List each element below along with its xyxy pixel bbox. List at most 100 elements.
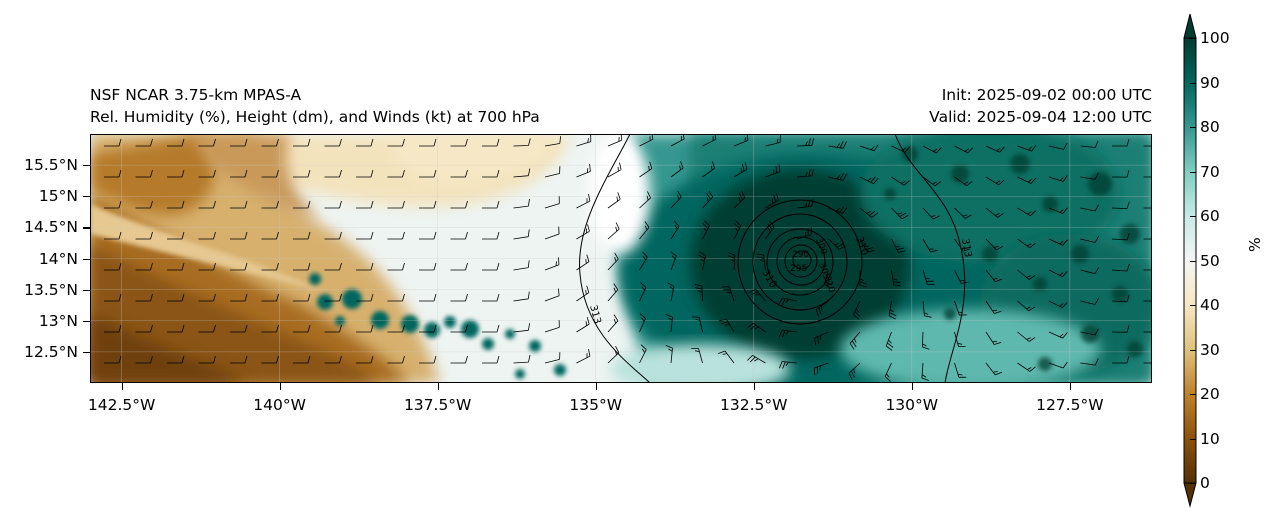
wind-barb (198, 262, 216, 271)
wind-barb (639, 191, 651, 209)
wind-barb (1017, 144, 1037, 152)
lat-tick-label: 14.5°N (24, 218, 78, 237)
wind-barb (261, 355, 279, 364)
wind-barb (1080, 328, 1099, 336)
contour-label: 313 (959, 238, 973, 259)
colorbar-bottom-extend (1183, 482, 1197, 508)
wind-barb (135, 355, 153, 364)
wind-barb (544, 352, 561, 364)
wind-barb (419, 169, 437, 178)
colorbar-tick-label: 40 (1200, 296, 1220, 314)
wind-barb (607, 162, 622, 178)
wind-barb (954, 238, 971, 252)
wind-barb (387, 324, 405, 333)
wind-barb (765, 135, 781, 147)
wind-barb (607, 283, 619, 302)
wind-barb (859, 238, 875, 253)
wind-barb (859, 269, 867, 288)
wind-barb (135, 169, 153, 178)
wind-barb (1080, 358, 1099, 366)
wind-barb (1080, 204, 1099, 212)
colorbar-tick-mark (1190, 483, 1196, 485)
wind-barb (544, 196, 560, 209)
wind-barb (765, 220, 775, 240)
wind-barb (778, 329, 798, 338)
wind-barb (1017, 207, 1036, 217)
wind-barb (135, 200, 153, 209)
wind-barb (450, 324, 468, 333)
wind-barb (828, 173, 847, 181)
wind-barb (293, 231, 311, 240)
wind-barb (513, 354, 531, 364)
wind-barb (1080, 140, 1099, 148)
wind-barb (293, 355, 311, 364)
wind-barb (828, 238, 846, 250)
wind-barb (814, 331, 829, 346)
wind-barb (261, 169, 279, 178)
lat-tick-mark (83, 196, 90, 198)
wind-barb (513, 229, 530, 240)
lat-tick-label: 12.5°N (24, 342, 78, 361)
wind-barb (607, 346, 620, 364)
wind-barb (796, 138, 815, 147)
wind-barb (1111, 325, 1130, 333)
wind-barb (576, 316, 590, 333)
colorbar-tick-mark (1190, 305, 1196, 307)
colorbar-top-extend (1183, 13, 1197, 39)
wind-barb (387, 200, 405, 209)
wind-barb (104, 200, 122, 209)
wind-barb (815, 300, 829, 317)
wind-barb (985, 331, 1002, 345)
wind-barb (419, 231, 437, 240)
wind-barb (135, 231, 153, 240)
wind-barb (450, 355, 468, 364)
wind-barb (419, 324, 437, 333)
wind-barb (230, 355, 248, 364)
wind-barb (293, 293, 311, 302)
lat-tick-label: 13.5°N (24, 280, 78, 299)
wind-barb (167, 262, 185, 271)
colorbar-tick-label: 70 (1200, 162, 1220, 181)
lat-tick-mark (83, 258, 90, 260)
colorbar-tick-label: 100 (1200, 29, 1230, 47)
lat-tick-mark (83, 351, 90, 354)
wind-barb (356, 138, 374, 147)
wind-barb (639, 221, 650, 240)
wind-barb (293, 262, 311, 271)
lon-tick-label: 140°W (253, 396, 306, 414)
wind-barb (104, 169, 122, 178)
wind-barb (1080, 172, 1099, 180)
wind-barb (639, 344, 647, 364)
wind-barb (513, 198, 530, 209)
wind-barb (639, 134, 654, 147)
wind-barb (230, 293, 248, 302)
wind-barb (198, 169, 216, 178)
lon-tick-mark (753, 383, 755, 390)
wind-barb (104, 293, 122, 302)
wind-barb (727, 252, 736, 271)
wind-barb (985, 176, 1005, 186)
field-title: Rel. Humidity (%), Height (dm), and Wind… (90, 108, 540, 126)
wind-barb (450, 262, 468, 271)
wind-barb (1017, 362, 1036, 372)
wind-barb (718, 350, 735, 364)
contour-label: 290 (792, 250, 809, 260)
wind-barb (954, 362, 967, 378)
wind-barb (796, 227, 812, 240)
wind-barb (796, 198, 814, 209)
wind-barb (261, 138, 279, 147)
wind-barb (670, 251, 677, 271)
wind-barb (167, 169, 185, 178)
wind-barb (828, 141, 847, 149)
wind-barb (954, 300, 967, 316)
wind-barb (356, 169, 374, 178)
wind-barb (922, 145, 942, 154)
lat-tick-mark (83, 289, 90, 291)
wind-barb (702, 220, 710, 240)
wind-barb (691, 348, 703, 364)
wind-barb (261, 293, 279, 302)
wind-barb (849, 331, 861, 350)
wind-barb (756, 253, 766, 271)
wind-barb (922, 300, 932, 318)
wind-barb (891, 238, 906, 253)
